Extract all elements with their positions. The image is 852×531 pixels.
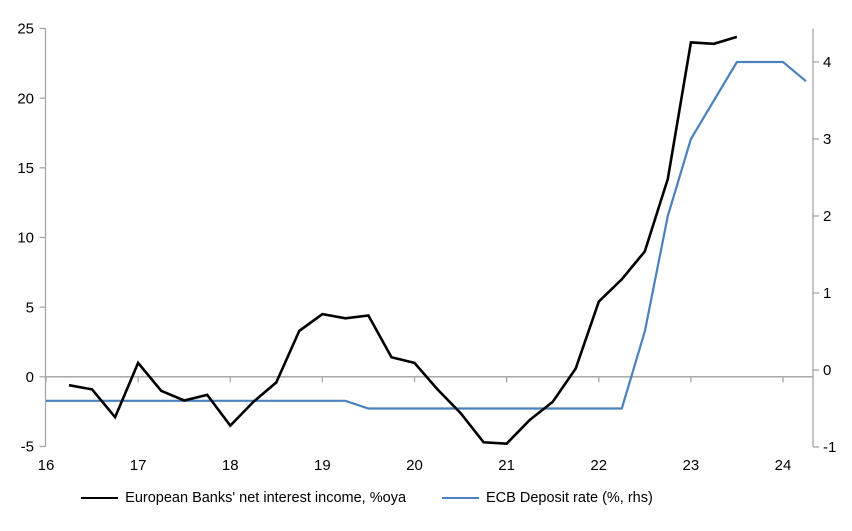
right-axis-label: 3 (823, 131, 831, 148)
x-axis-label: 20 (406, 457, 423, 474)
legend-label: ECB Deposit rate (%, rhs) (486, 490, 653, 506)
x-axis-label: 23 (683, 457, 700, 474)
black-line-swatch (81, 496, 119, 500)
left-axis-label: 0 (26, 369, 34, 386)
legend-item-ecb-deposit-rate: ECB Deposit rate (%, rhs) (442, 490, 653, 506)
x-axis-label: 22 (590, 457, 607, 474)
left-axis-label: 20 (17, 90, 34, 107)
legend-item-net-interest-income: European Banks' net interest income, %oy… (81, 490, 406, 506)
left-axis-label: -5 (21, 439, 34, 456)
net-interest-income-line (68, 35, 738, 446)
x-axis-label: 21 (498, 457, 515, 474)
left-axis-label: 15 (17, 160, 34, 177)
ecb-deposit-rate-line (46, 60, 807, 410)
left-axis-label: 10 (17, 230, 34, 247)
x-axis-label: 24 (775, 457, 792, 474)
left-axis-label: 5 (26, 299, 34, 316)
legend-label: European Banks' net interest income, %oy… (125, 490, 407, 506)
left-axis-label: 25 (17, 21, 34, 38)
right-axis-label: 1 (823, 285, 831, 302)
right-axis-label: 2 (823, 208, 831, 225)
x-axis-label: 18 (222, 457, 239, 474)
right-axis-label: -1 (823, 439, 836, 456)
blue-line-swatch (442, 496, 480, 500)
x-axis-label: 16 (38, 457, 55, 474)
right-axis-label: 4 (823, 54, 831, 71)
x-axis-label: 19 (314, 457, 331, 474)
chart-legend: European Banks' net interest income, %oy… (0, 490, 852, 506)
x-axis-label: 17 (130, 457, 147, 474)
right-axis-label: 0 (823, 362, 831, 379)
